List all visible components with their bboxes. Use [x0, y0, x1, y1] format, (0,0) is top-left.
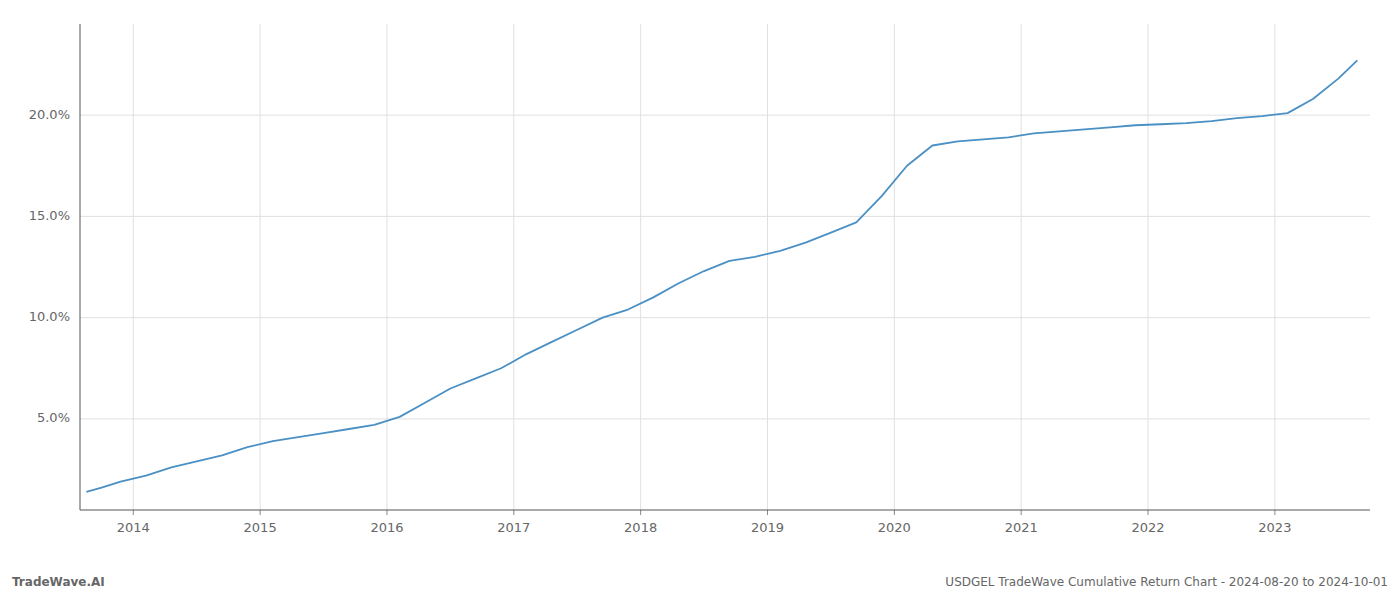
- grid-line: [1021, 24, 1022, 510]
- x-tick-label: 2021: [1005, 520, 1038, 535]
- y-tick-label: 5.0%: [37, 410, 70, 425]
- grid-line: [80, 317, 1370, 318]
- tick-mark: [260, 510, 261, 515]
- grid-line: [386, 24, 387, 510]
- grid-line: [80, 418, 1370, 419]
- chart: 5.0% 10.0% 15.0% 20.0% 2014 2015 2016 2017 2018 2…: [0, 0, 1400, 600]
- x-tick-label: 2014: [117, 520, 150, 535]
- grid-line: [640, 24, 641, 510]
- grid-line: [80, 115, 1370, 116]
- plot-area: [86, 60, 1357, 491]
- x-tick-label: 2017: [497, 520, 530, 535]
- x-axis-line: [80, 510, 1370, 511]
- tick-mark: [1274, 510, 1275, 515]
- grid-line: [513, 24, 514, 510]
- data-line: [86, 60, 1357, 491]
- tick-mark: [133, 510, 134, 515]
- tick-mark: [386, 510, 387, 515]
- tick-mark: [513, 510, 514, 515]
- axes: 5.0% 10.0% 15.0% 20.0% 2014 2015 2016 2017 2018 2…: [29, 24, 1370, 535]
- tick-mark: [894, 510, 895, 515]
- y-tick-label: 15.0%: [29, 208, 70, 223]
- y-tick-label: 10.0%: [29, 309, 70, 324]
- grid-line: [260, 24, 261, 510]
- y-axis-line: [80, 24, 81, 510]
- x-tick-label: 2015: [244, 520, 277, 535]
- grid-line: [133, 24, 134, 510]
- x-tick-label: 2019: [751, 520, 784, 535]
- tick-mark: [1148, 510, 1149, 515]
- x-tick-label: 2023: [1258, 520, 1291, 535]
- grid-line: [80, 216, 1370, 217]
- x-tick-label: 2020: [878, 520, 911, 535]
- grid-line: [894, 24, 895, 510]
- grid-line: [767, 24, 768, 510]
- tick-mark: [640, 510, 641, 515]
- grid-line: [1148, 24, 1149, 510]
- x-tick-label: 2016: [370, 520, 403, 535]
- watermark: TradeWave.AI: [12, 575, 105, 589]
- tick-mark: [767, 510, 768, 515]
- title: USDGEL TradeWave Cumulative Return Chart…: [945, 575, 1388, 589]
- y-tick-label: 20.0%: [29, 107, 70, 122]
- x-tick-label: 2022: [1131, 520, 1164, 535]
- grid: [80, 24, 1370, 510]
- tick-mark: [1021, 510, 1022, 515]
- x-tick-label: 2018: [624, 520, 657, 535]
- grid-line: [1274, 24, 1275, 510]
